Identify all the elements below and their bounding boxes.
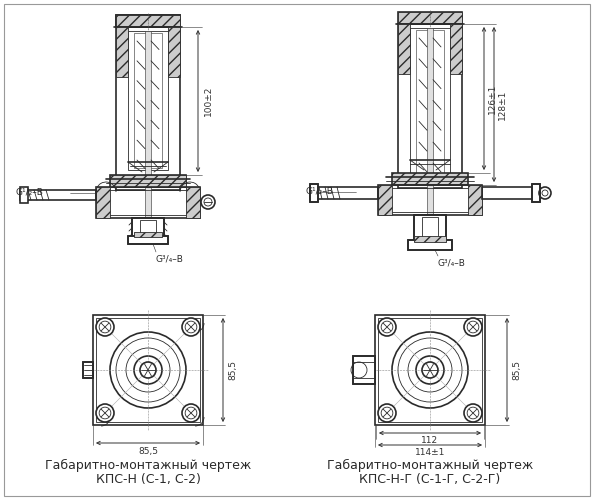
Bar [353, 356, 375, 384]
Bar [353, 356, 375, 384]
Bar [132, 218, 164, 242]
Bar [310, 184, 318, 202]
Circle shape [378, 318, 396, 336]
Text: G¹/₂–B: G¹/₂–B [306, 186, 334, 196]
Bar [398, 24, 410, 74]
Circle shape [96, 318, 114, 336]
Bar [398, 12, 462, 24]
Bar [398, 12, 462, 24]
Text: G³/₄–B: G³/₄–B [438, 258, 466, 267]
Bar [116, 27, 128, 77]
Circle shape [422, 362, 438, 378]
Bar [116, 15, 180, 27]
Bar [468, 185, 482, 215]
Bar [128, 31, 168, 170]
Text: 85,5: 85,5 [138, 447, 158, 456]
Bar [83, 362, 93, 378]
Text: 85,5: 85,5 [229, 360, 238, 380]
Bar [378, 318, 482, 422]
Bar [532, 184, 540, 202]
Text: Габаритно-монтажный чертеж: Габаритно-монтажный чертеж [327, 458, 533, 471]
Circle shape [201, 195, 215, 209]
Bar [168, 27, 180, 77]
Circle shape [464, 318, 482, 336]
Bar [386, 188, 474, 212]
Bar [427, 28, 433, 238]
Bar [20, 190, 96, 200]
Bar [83, 362, 93, 378]
Bar [414, 215, 446, 248]
Bar [408, 240, 452, 250]
Bar [398, 24, 462, 188]
Bar [422, 217, 438, 246]
Bar [310, 187, 378, 199]
Bar [104, 190, 192, 215]
Bar [450, 24, 462, 74]
Bar [482, 187, 540, 199]
Text: 114±1: 114±1 [415, 448, 445, 457]
Text: G¹/₂–B: G¹/₂–B [15, 188, 43, 196]
Bar [353, 362, 375, 378]
Bar [20, 187, 28, 203]
Circle shape [378, 404, 396, 422]
Circle shape [182, 318, 200, 336]
Bar [132, 218, 164, 242]
Bar [128, 236, 168, 244]
Bar [378, 185, 482, 215]
Text: G³/₄–B: G³/₄–B [156, 254, 184, 263]
Bar [414, 236, 446, 242]
Bar [532, 184, 540, 202]
Bar [140, 220, 156, 240]
Bar [96, 318, 200, 422]
Text: Габаритно-монтажный чертеж: Габаритно-монтажный чертеж [45, 458, 251, 471]
Bar [116, 15, 180, 27]
Circle shape [140, 362, 156, 378]
Bar [134, 33, 162, 168]
Text: 100±2: 100±2 [204, 86, 213, 116]
Text: КПС-Н (С-1, С-2): КПС-Н (С-1, С-2) [96, 474, 200, 486]
Bar [145, 31, 151, 220]
Bar [134, 232, 162, 237]
Bar [378, 185, 392, 215]
Bar [408, 240, 452, 250]
Circle shape [182, 404, 200, 422]
Bar [414, 215, 446, 248]
Bar [392, 173, 468, 185]
Circle shape [96, 404, 114, 422]
Text: 112: 112 [421, 436, 438, 445]
Text: 126±1: 126±1 [488, 84, 497, 114]
Bar [410, 28, 450, 183]
Bar [110, 175, 186, 187]
Bar [416, 30, 444, 181]
Bar [186, 187, 200, 218]
Bar [96, 187, 110, 218]
Bar [116, 27, 180, 190]
Bar [96, 187, 200, 218]
Bar [128, 236, 168, 244]
Bar [110, 175, 186, 187]
Text: 128±1: 128±1 [498, 90, 507, 120]
Text: КПС-Н-Г (С-1-Г, С-2-Г): КПС-Н-Г (С-1-Г, С-2-Г) [359, 474, 501, 486]
Bar [93, 315, 203, 425]
Text: 85,5: 85,5 [513, 360, 522, 380]
Bar [310, 184, 318, 202]
Circle shape [464, 404, 482, 422]
Bar [375, 315, 485, 425]
Bar [116, 15, 180, 27]
